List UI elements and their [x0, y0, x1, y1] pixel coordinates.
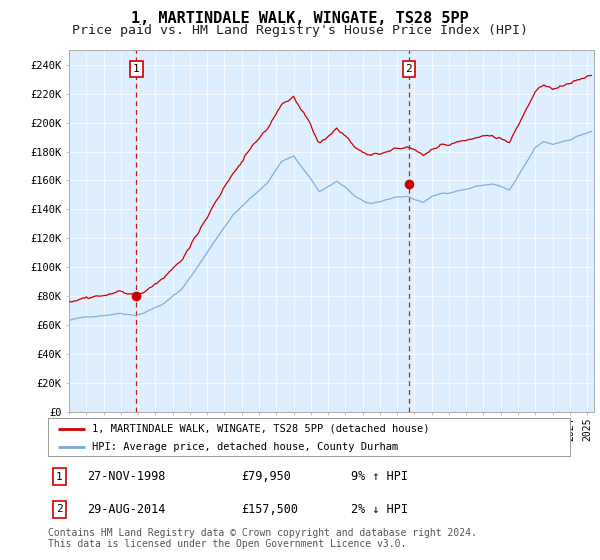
- Text: HPI: Average price, detached house, County Durham: HPI: Average price, detached house, Coun…: [92, 442, 398, 452]
- Text: 1, MARTINDALE WALK, WINGATE, TS28 5PP (detached house): 1, MARTINDALE WALK, WINGATE, TS28 5PP (d…: [92, 424, 430, 434]
- Text: 27-NOV-1998: 27-NOV-1998: [87, 470, 166, 483]
- Text: 1: 1: [133, 64, 140, 74]
- Text: 2% ↓ HPI: 2% ↓ HPI: [351, 503, 408, 516]
- Text: 9% ↑ HPI: 9% ↑ HPI: [351, 470, 408, 483]
- Text: £157,500: £157,500: [241, 503, 298, 516]
- Text: 29-AUG-2014: 29-AUG-2014: [87, 503, 166, 516]
- Text: £79,950: £79,950: [241, 470, 291, 483]
- Text: Contains HM Land Registry data © Crown copyright and database right 2024.
This d: Contains HM Land Registry data © Crown c…: [48, 528, 477, 549]
- Text: 1, MARTINDALE WALK, WINGATE, TS28 5PP: 1, MARTINDALE WALK, WINGATE, TS28 5PP: [131, 11, 469, 26]
- Text: 2: 2: [406, 64, 412, 74]
- Text: 2: 2: [56, 505, 63, 515]
- Text: 1: 1: [56, 472, 63, 482]
- Text: Price paid vs. HM Land Registry's House Price Index (HPI): Price paid vs. HM Land Registry's House …: [72, 24, 528, 37]
